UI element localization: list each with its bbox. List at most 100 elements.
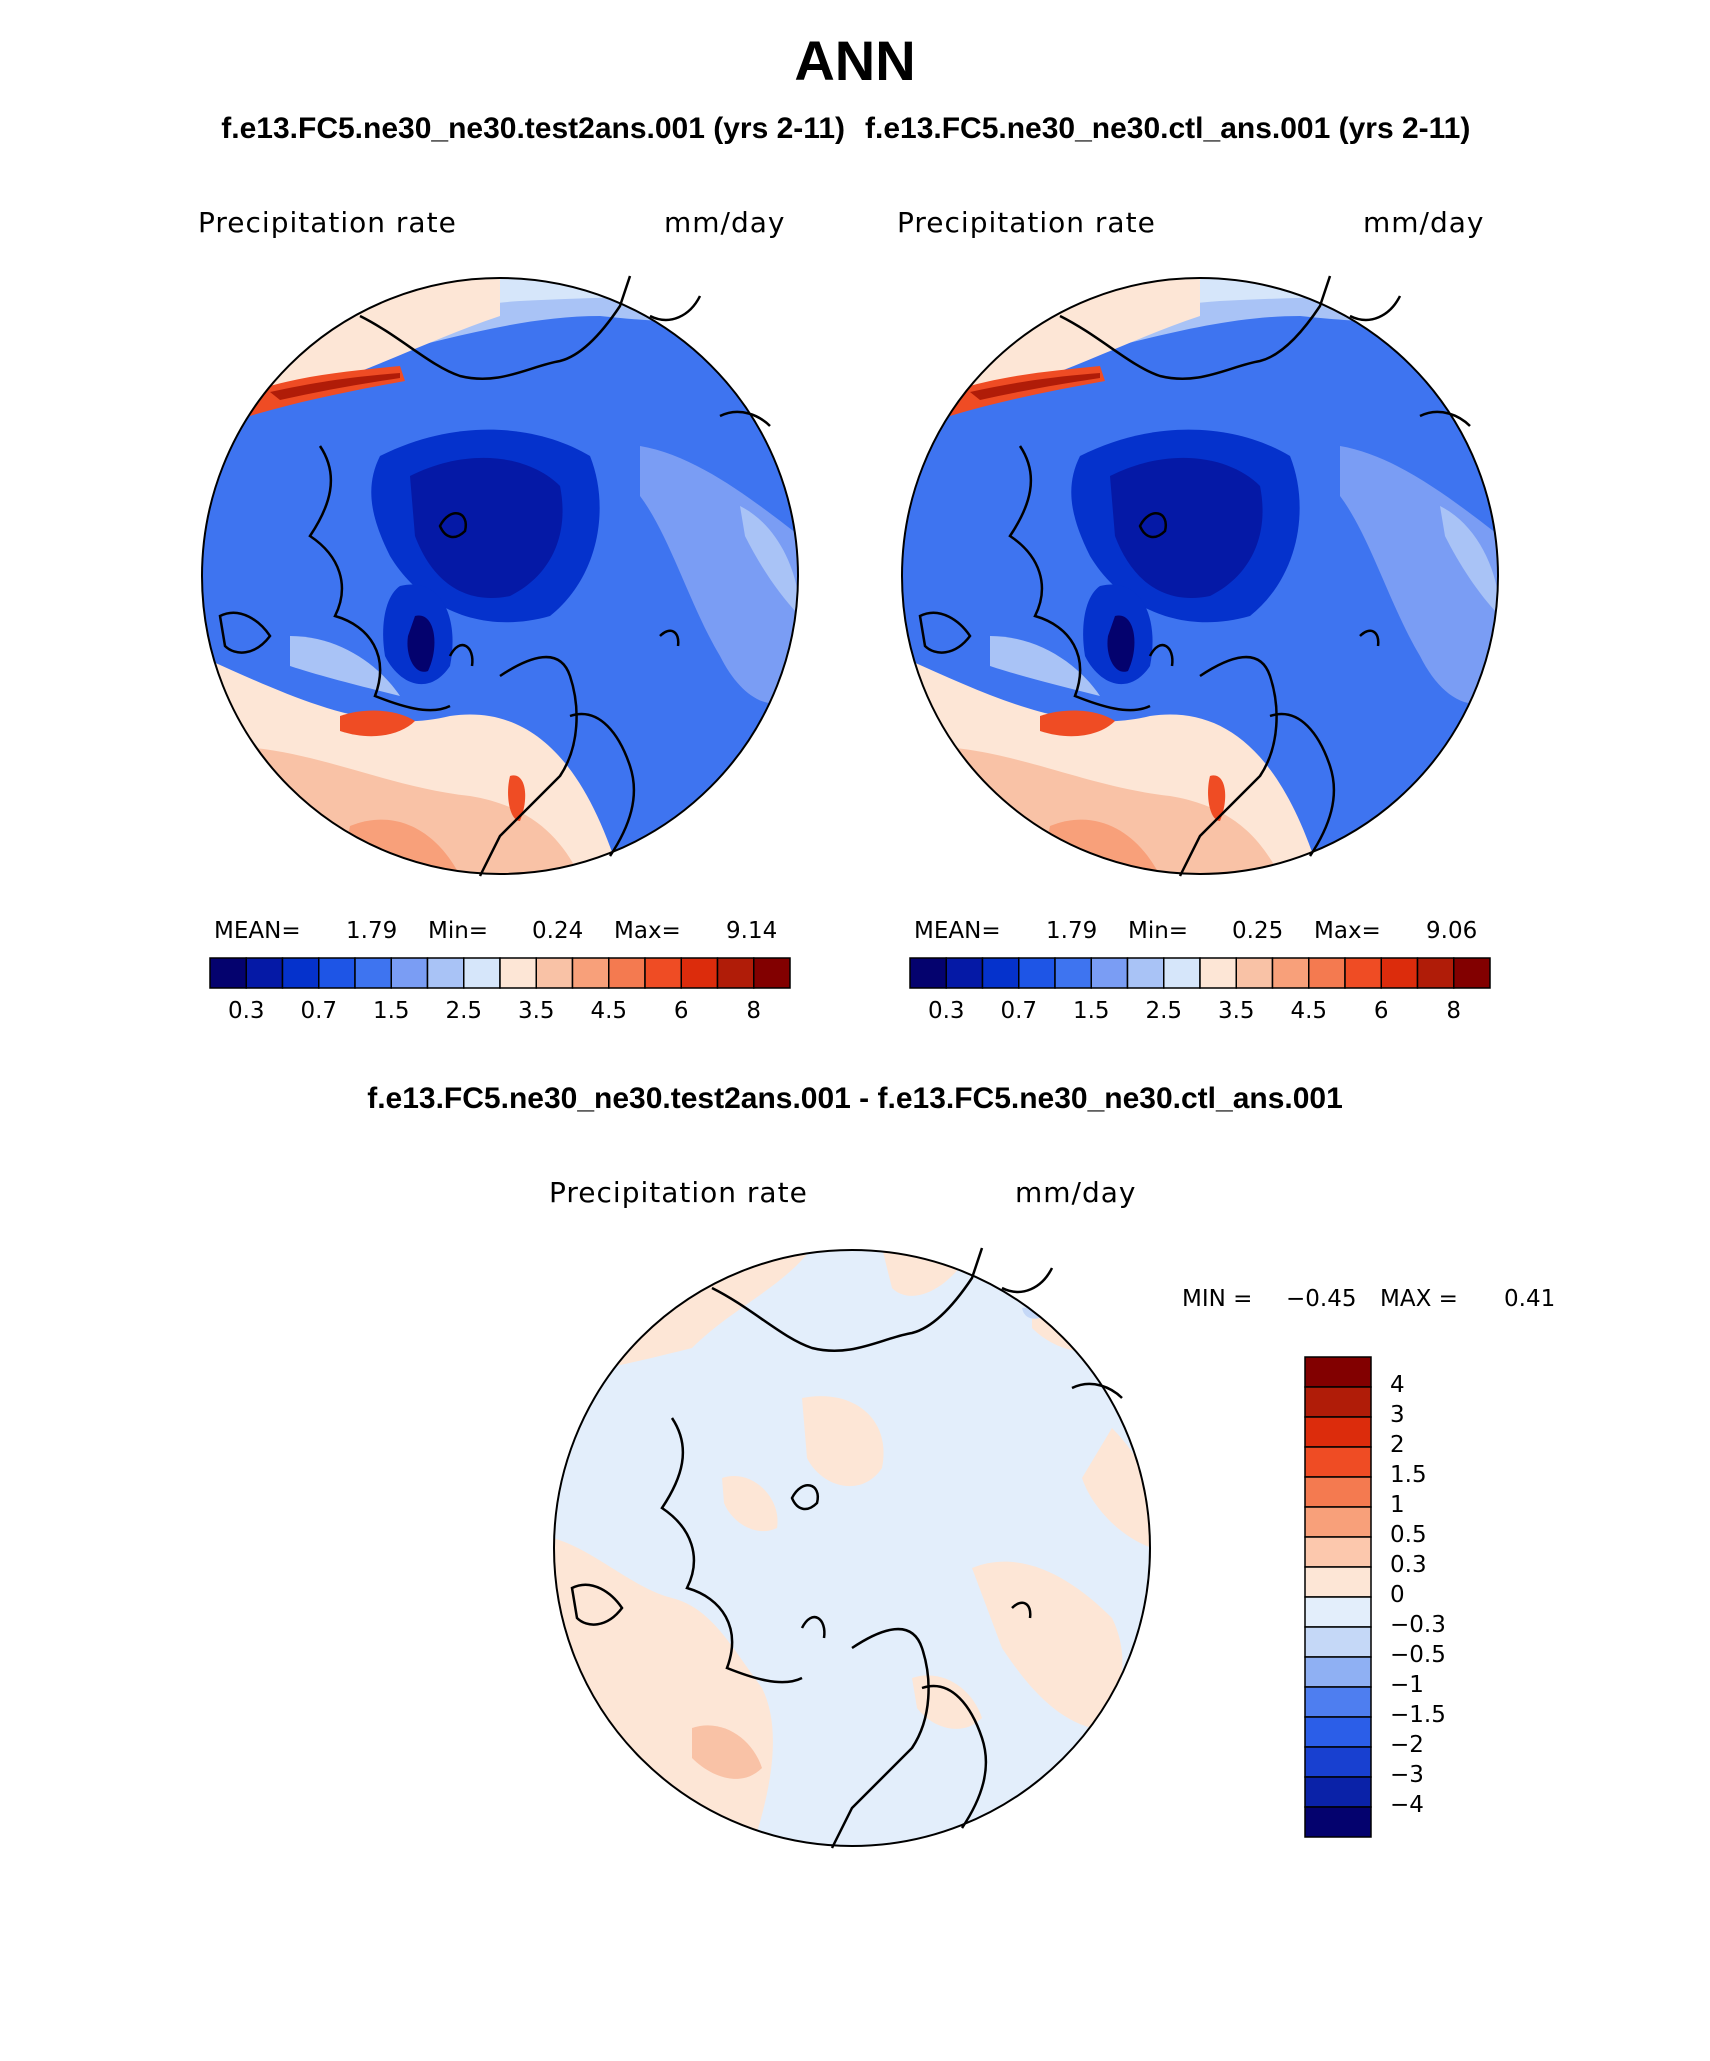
colorbar-tick-label: 3.5 (1217, 998, 1255, 1024)
colorbar-cell (535, 957, 574, 989)
colorbar-cell (1163, 957, 1201, 989)
test-min-value: 0.24 (532, 918, 584, 944)
control-case-title: f.e13.FC5.ne30_ne30.ctl_ans.001 (yrs 2-1… (865, 112, 1471, 145)
colorbar-cell (753, 957, 791, 989)
colorbar-tick-label: 3.5 (517, 998, 555, 1024)
ctl-mean-label: MEAN= (914, 918, 1001, 944)
test-colorbar (209, 957, 791, 989)
colorbar-cell (1235, 957, 1274, 989)
colorbar-cell (1304, 1656, 1372, 1688)
colorbar-tick-label: 2.5 (1145, 998, 1183, 1024)
colorbar-cell (1304, 1536, 1372, 1568)
diff-min-value: −0.45 (1286, 1286, 1357, 1312)
ctl-max-value: 9.06 (1426, 918, 1478, 944)
colorbar-cell (1380, 957, 1419, 989)
colorbar-cell (1453, 957, 1491, 989)
colorbar-tick-label: 0 (1390, 1582, 1405, 1608)
colorbar-cell (644, 957, 682, 989)
colorbar-cell (981, 957, 1020, 989)
colorbar-tick-label: 4.5 (590, 998, 628, 1024)
colorbar-tick-label: 8 (746, 998, 762, 1024)
test-mean-label: MEAN= (214, 918, 301, 944)
colorbar-tick-label: −0.5 (1390, 1642, 1446, 1668)
diff-precip-map (553, 1247, 1151, 1849)
colorbar-tick-label: 8 (1446, 998, 1462, 1024)
colorbar-tick-label: 0.3 (927, 998, 965, 1024)
colorbar-tick-label: −4 (1390, 1792, 1424, 1818)
test-mean-value: 1.79 (346, 918, 398, 944)
colorbar-cell (1126, 957, 1165, 989)
colorbar-cell (1090, 957, 1129, 989)
ctl-units-label: mm/day (1363, 206, 1485, 239)
test-case-title: f.e13.FC5.ne30_ne30.test2ans.001 (yrs 2-… (221, 112, 845, 145)
difference-title: f.e13.FC5.ne30_ne30.test2ans.001 - f.e13… (367, 1082, 1343, 1115)
colorbar-tick-label: 4 (1390, 1372, 1405, 1398)
colorbar-cell (209, 957, 247, 989)
colorbar-cell (354, 957, 392, 989)
test-max-label: Max= (614, 918, 681, 944)
colorbar-cell (1271, 957, 1310, 989)
colorbar-tick-label: 1 (1390, 1492, 1405, 1518)
colorbar-cell (1304, 1356, 1372, 1388)
ctl-colorbar (909, 957, 1491, 989)
colorbar-cell (1304, 1776, 1372, 1808)
ctl-colorbar-ticks: 0.3 0.7 1.5 2.5 3.5 4.5 6 8 (910, 998, 1490, 1030)
colorbar-cell (318, 957, 356, 989)
colorbar-cell (1304, 1716, 1372, 1748)
colorbar-tick-label: 2.5 (445, 998, 483, 1024)
colorbar-cell (281, 957, 320, 989)
test-variable-label: Precipitation rate (198, 206, 457, 239)
colorbar-cell (1304, 1566, 1372, 1598)
ctl-mean-value: 1.79 (1046, 918, 1098, 944)
colorbar-tick-label: 6 (1373, 998, 1389, 1024)
colorbar-cell (1304, 1596, 1372, 1628)
colorbar-tick-label: 3 (1390, 1402, 1405, 1428)
colorbar-cell (1199, 957, 1237, 989)
colorbar-cell (1416, 957, 1455, 989)
colorbar-cell (1054, 957, 1092, 989)
ctl-precip-map (901, 275, 1499, 877)
colorbar-cell (945, 957, 984, 989)
diff-max-value: 0.41 (1504, 1286, 1556, 1312)
diff-colorbar-ticks: 4 3 2 1.5 1 0.5 0.3 0 −0.3 −0.5 −1 −1.5 −2 −3 −4 (1390, 1357, 1510, 1837)
colorbar-cell (499, 957, 537, 989)
colorbar-cell (1304, 1446, 1372, 1478)
colorbar-cell (608, 957, 646, 989)
ctl-min-label: Min= (1128, 918, 1189, 944)
colorbar-cell (1344, 957, 1382, 989)
colorbar-tick-label: 6 (673, 998, 689, 1024)
colorbar-cell (245, 957, 284, 989)
colorbar-cell (1304, 1416, 1372, 1448)
colorbar-tick-label: 0.5 (1390, 1522, 1427, 1548)
colorbar-tick-label: −2 (1390, 1732, 1424, 1758)
colorbar-tick-label: −0.3 (1390, 1612, 1446, 1638)
test-units-label: mm/day (664, 206, 786, 239)
ctl-max-label: Max= (1314, 918, 1381, 944)
colorbar-tick-label: 1.5 (1072, 998, 1110, 1024)
colorbar-tick-label: −1 (1390, 1672, 1424, 1698)
colorbar-tick-label: 1.5 (1390, 1462, 1427, 1488)
diff-min-label: MIN = (1182, 1286, 1253, 1312)
colorbar-cell (1304, 1806, 1372, 1838)
ctl-min-value: 0.25 (1232, 918, 1284, 944)
colorbar-cell (390, 957, 429, 989)
colorbar-cell (463, 957, 501, 989)
test-min-label: Min= (428, 918, 489, 944)
test-precip-map (201, 275, 799, 877)
colorbar-cell (680, 957, 719, 989)
test-max-value: 9.14 (726, 918, 778, 944)
colorbar-tick-label: 0.7 (300, 998, 338, 1024)
colorbar-tick-label: 1.5 (372, 998, 410, 1024)
colorbar-tick-label: 4.5 (1290, 998, 1328, 1024)
colorbar-cell (1308, 957, 1346, 989)
colorbar-tick-label: −1.5 (1390, 1702, 1446, 1728)
colorbar-cell (571, 957, 610, 989)
colorbar-tick-label: 0.3 (227, 998, 265, 1024)
colorbar-tick-label: 0.3 (1390, 1552, 1427, 1578)
colorbar-cell (1304, 1686, 1372, 1718)
ctl-variable-label: Precipitation rate (897, 206, 1156, 239)
colorbar-cell (1018, 957, 1056, 989)
diff-units-label: mm/day (1015, 1176, 1137, 1209)
colorbar-cell (716, 957, 755, 989)
diff-max-label: MAX = (1380, 1286, 1458, 1312)
